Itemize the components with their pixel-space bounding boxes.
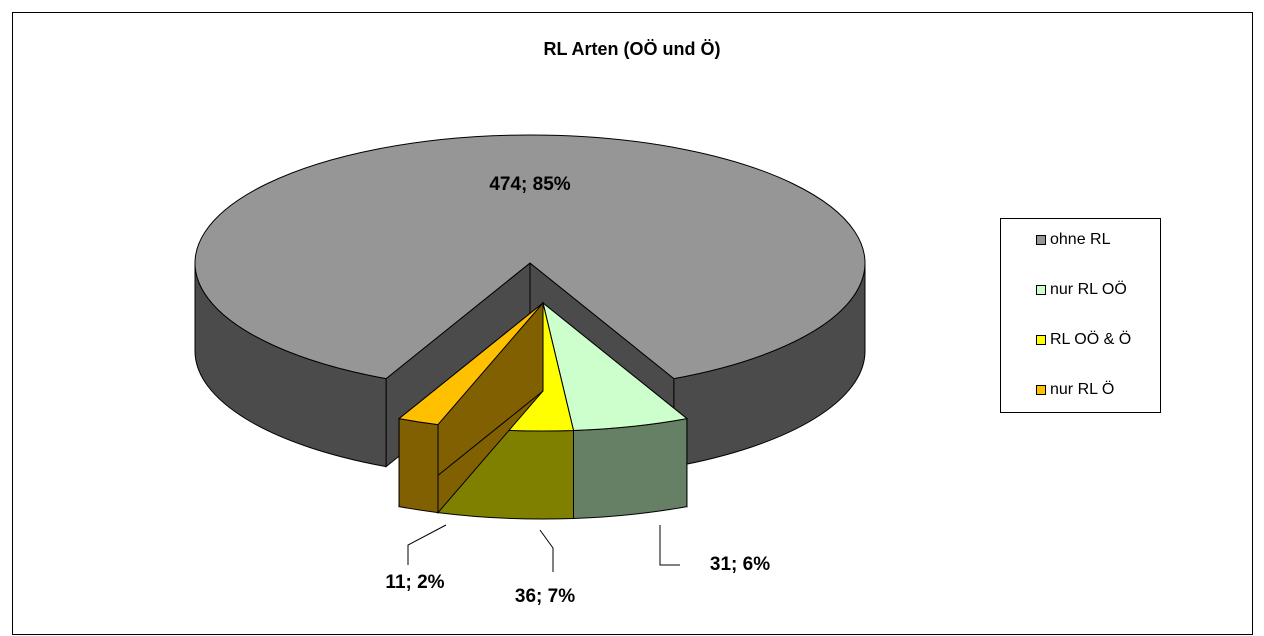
slice [397,302,544,426]
leader-line [407,524,447,565]
pie [194,134,866,520]
legend: ohne RL nur RL OÖ RL OÖ & Ö nur RL Ö [1036,231,1131,398]
legend-swatch [1036,335,1046,345]
chart-title: RL Arten (OÖ und Ö) [544,39,721,59]
legend-swatch [1036,385,1046,395]
legend-label: ohne RL [1050,231,1111,248]
legend-label: RL OÖ & Ö [1050,330,1131,348]
slice-side [398,418,439,514]
slice [194,134,866,380]
legend-swatch [1036,235,1046,245]
legend-box [1000,218,1161,413]
legend-label: nur RL Ö [1050,380,1114,398]
legend-label: nur RL OÖ [1050,280,1127,298]
slice-side [573,418,688,520]
data-label: 474; 85% [489,174,570,195]
leader-line [659,525,680,566]
legend-swatch [1036,285,1046,295]
leader-line [539,529,554,572]
data-label: 31; 6% [710,554,770,575]
data-label: 11; 2% [385,572,444,593]
data-label: 36; 7% [515,586,575,607]
